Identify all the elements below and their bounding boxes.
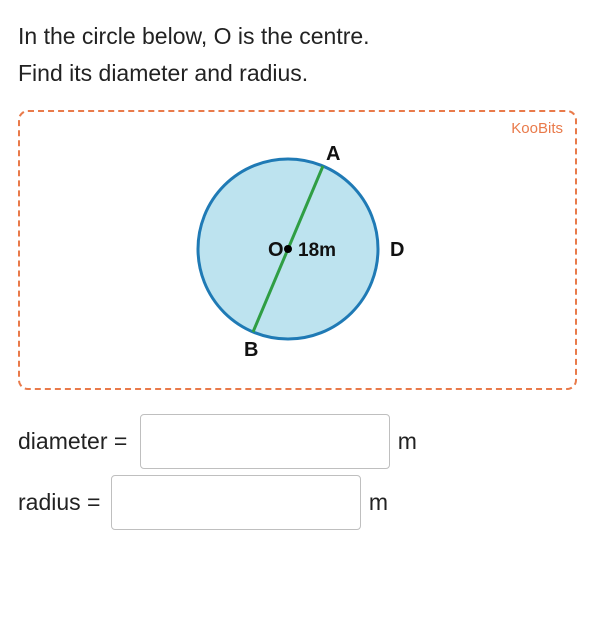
diameter-unit: m: [398, 428, 417, 455]
diameter-label: diameter =: [18, 428, 134, 455]
label-d: D: [390, 239, 404, 261]
radius-input[interactable]: [111, 475, 361, 530]
radius-row: radius = m: [18, 475, 577, 530]
question-line-1: In the circle below, O is the centre.: [18, 23, 370, 49]
diameter-row: diameter = m: [18, 414, 577, 469]
diameter-input[interactable]: [140, 414, 390, 469]
circle-diagram: A B D O 18m: [138, 112, 458, 362]
label-b: B: [244, 339, 258, 361]
radius-unit: m: [369, 489, 388, 516]
radius-label: radius =: [18, 489, 107, 516]
label-a: A: [326, 143, 340, 165]
question-line-2: Find its diameter and radius.: [18, 60, 308, 86]
question-text: In the circle below, O is the centre. Fi…: [18, 18, 577, 92]
label-radius-value: 18m: [298, 240, 336, 261]
center-dot: [284, 245, 292, 253]
figure-box: KooBits A B D O 18m: [18, 110, 577, 390]
watermark-text: KooBits: [511, 120, 563, 137]
label-o: O: [268, 239, 284, 261]
